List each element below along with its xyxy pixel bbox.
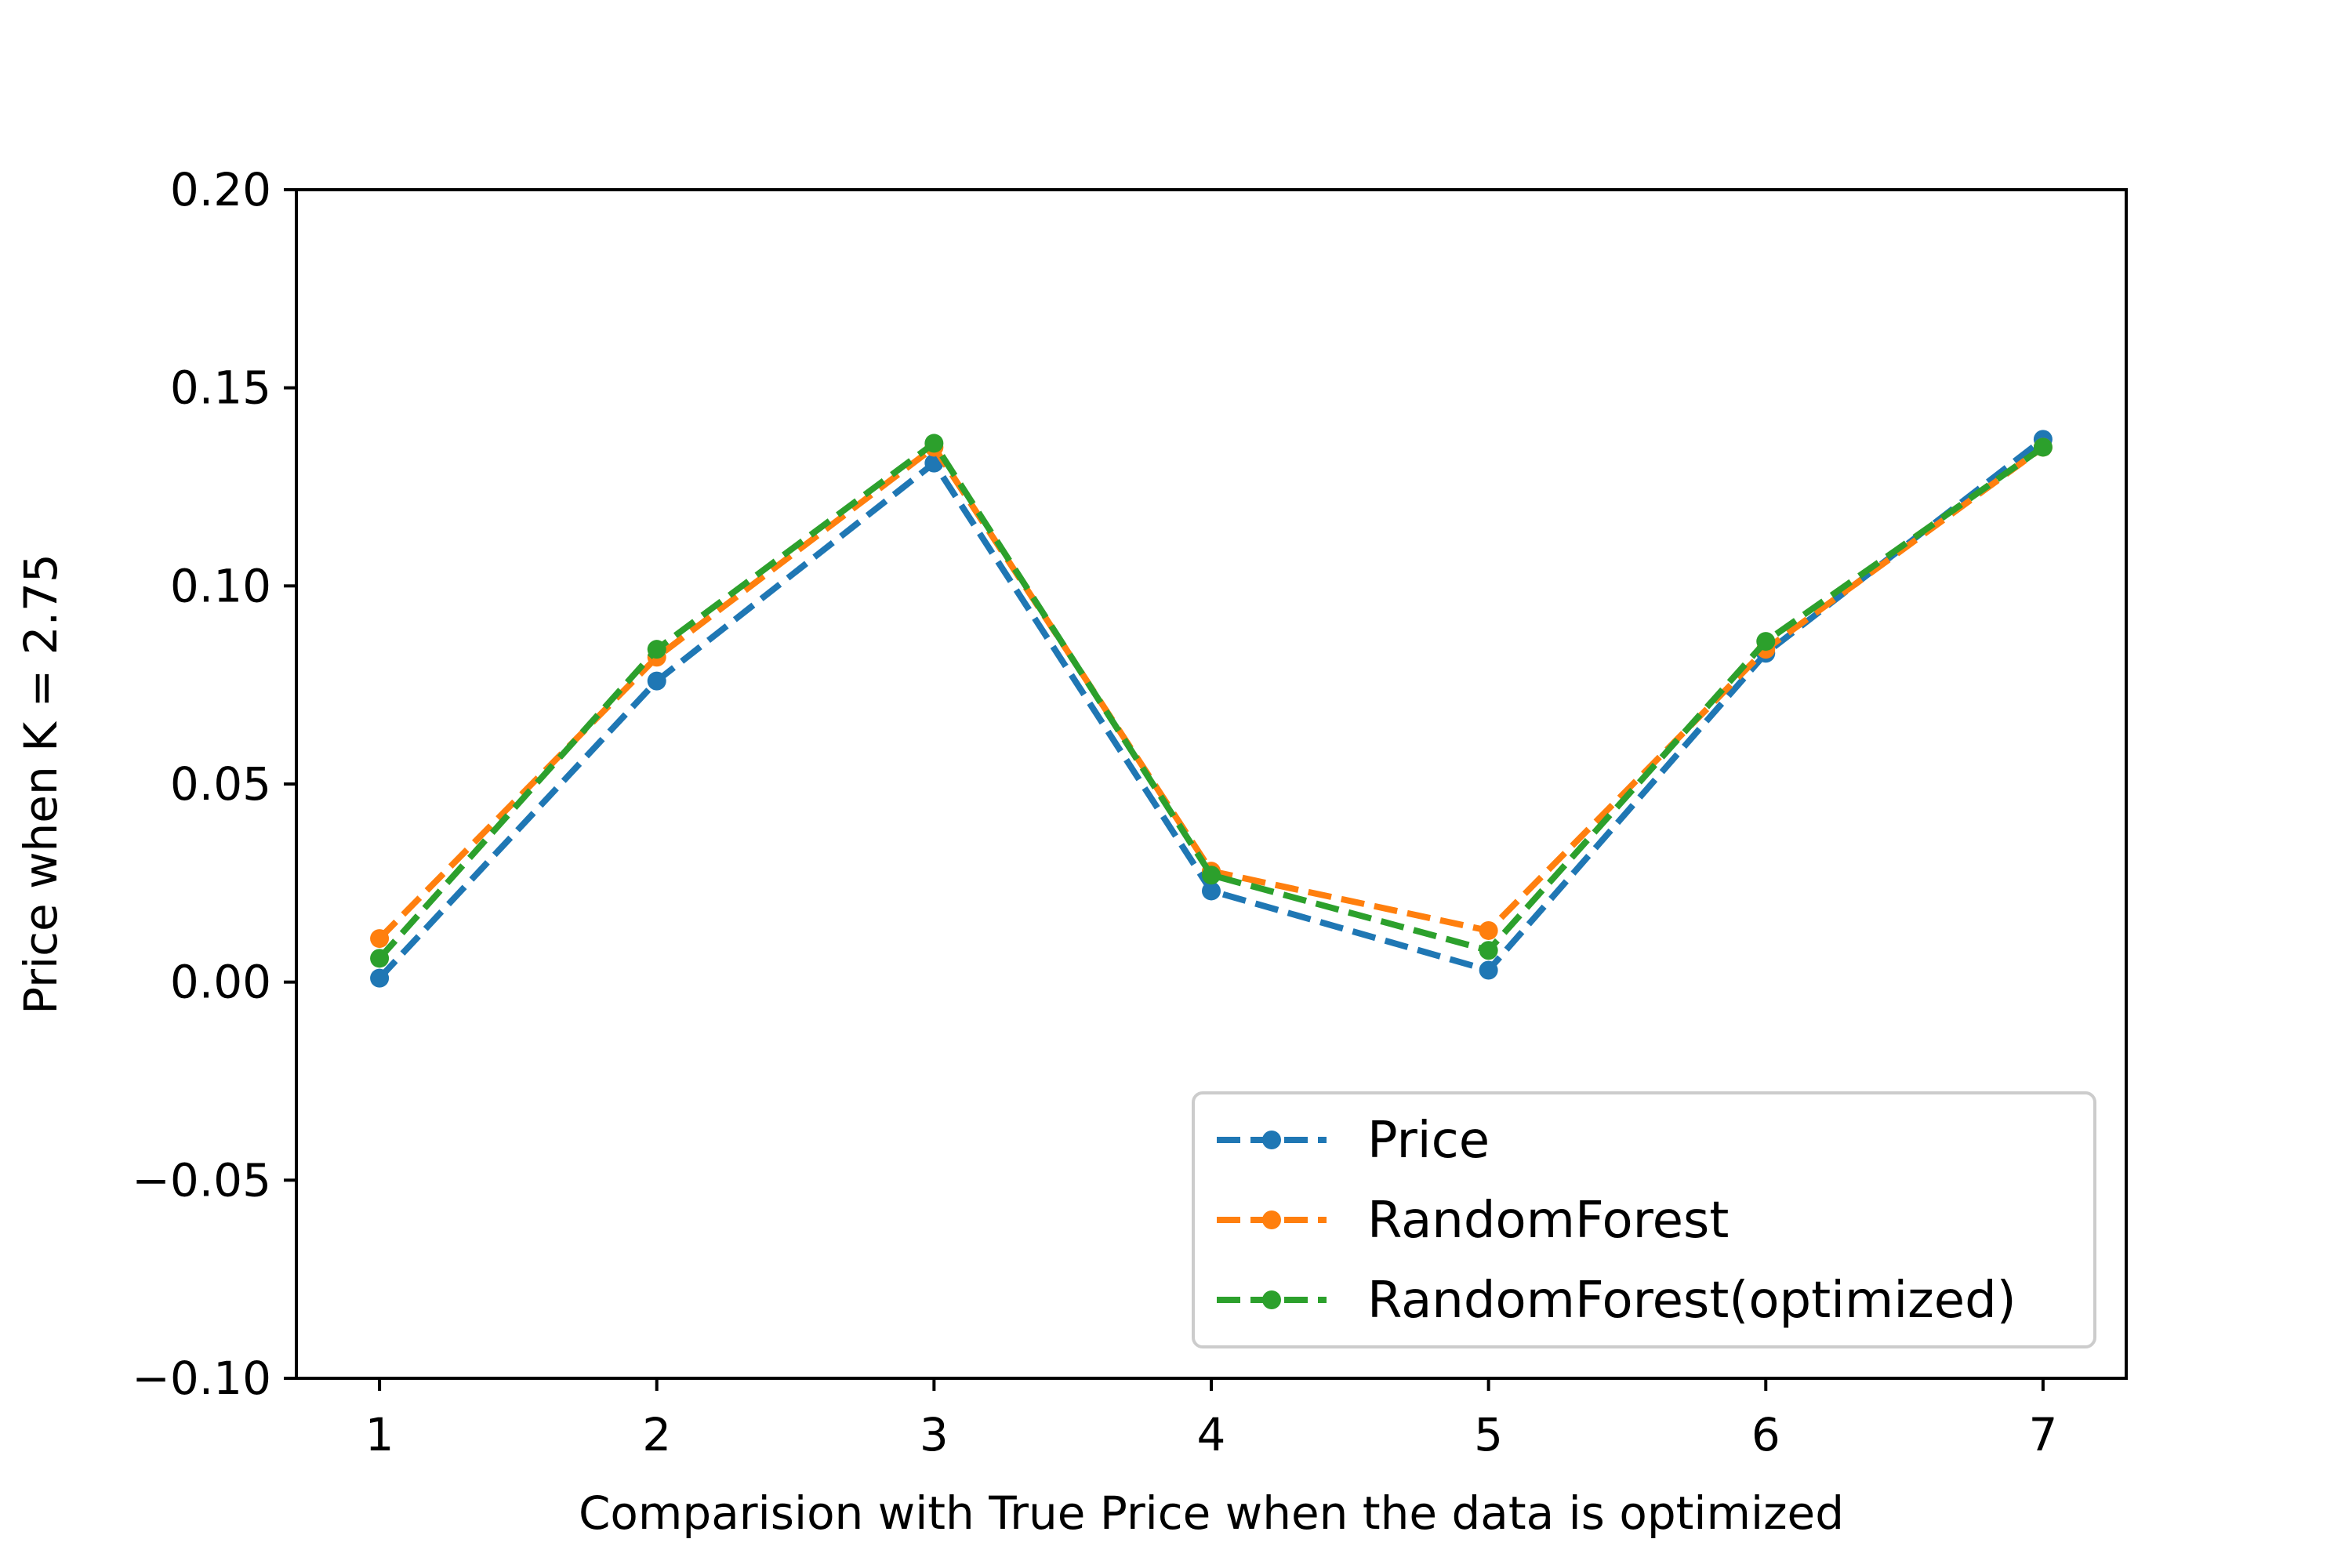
data-point-randomforest-optimized [1202,866,1221,885]
data-point-randomforest-optimized [1479,941,1498,960]
data-point-price [1479,960,1498,980]
x-tick-label: 6 [1751,1408,1780,1461]
legend-label-price: Price [1367,1112,1490,1170]
data-point-randomforest-optimized [647,640,666,659]
data-point-price [370,968,390,988]
y-tick-label: 0.10 [170,559,271,612]
x-tick-label: 2 [642,1408,671,1461]
y-tick-label: 0.20 [170,163,271,216]
x-tick-label: 3 [920,1408,949,1461]
legend: Price RandomForest RandomForest(optimized) [1192,1091,2096,1348]
legend-marker-randomforest [1262,1210,1281,1229]
legend-label-randomforest-optimized: RandomForest(optimized) [1367,1272,2016,1330]
data-point-randomforest-optimized [1756,632,1776,652]
y-tick-label: 0.15 [170,361,271,415]
y-tick-label: −0.05 [132,1153,271,1207]
y-axis-label: Price when K = 2.75 [14,554,67,1014]
legend-label-randomforest: RandomForest [1367,1192,1729,1250]
x-tick-label: 4 [1197,1408,1226,1461]
y-tick-label: −0.10 [132,1352,271,1405]
data-point-randomforest [1479,920,1498,940]
data-point-price [1202,881,1221,901]
x-tick-label: 7 [2028,1408,2057,1461]
axes-ticks: 0.20 0.15 0.10 0.05 0.00 −0.05 −0.10 1 2 3 4 5 6 7 [132,163,2128,1461]
legend-marker-price [1262,1131,1281,1149]
x-tick-label: 5 [1474,1408,1503,1461]
y-tick-label: 0.00 [170,956,271,1009]
data-point-randomforest [370,929,390,949]
plot-area [370,430,2053,988]
y-tick-label: 0.05 [170,757,271,811]
legend-marker-randomforest-optimized [1262,1290,1281,1309]
data-point-randomforest-optimized [370,949,390,968]
x-axis-label: Comparision with True Price when the dat… [579,1486,1844,1540]
legend-box [1192,1091,2096,1348]
data-point-randomforest-optimized [2033,437,2053,457]
data-point-price [647,671,666,691]
data-point-randomforest-optimized [924,434,944,453]
x-tick-label: 1 [365,1408,394,1461]
